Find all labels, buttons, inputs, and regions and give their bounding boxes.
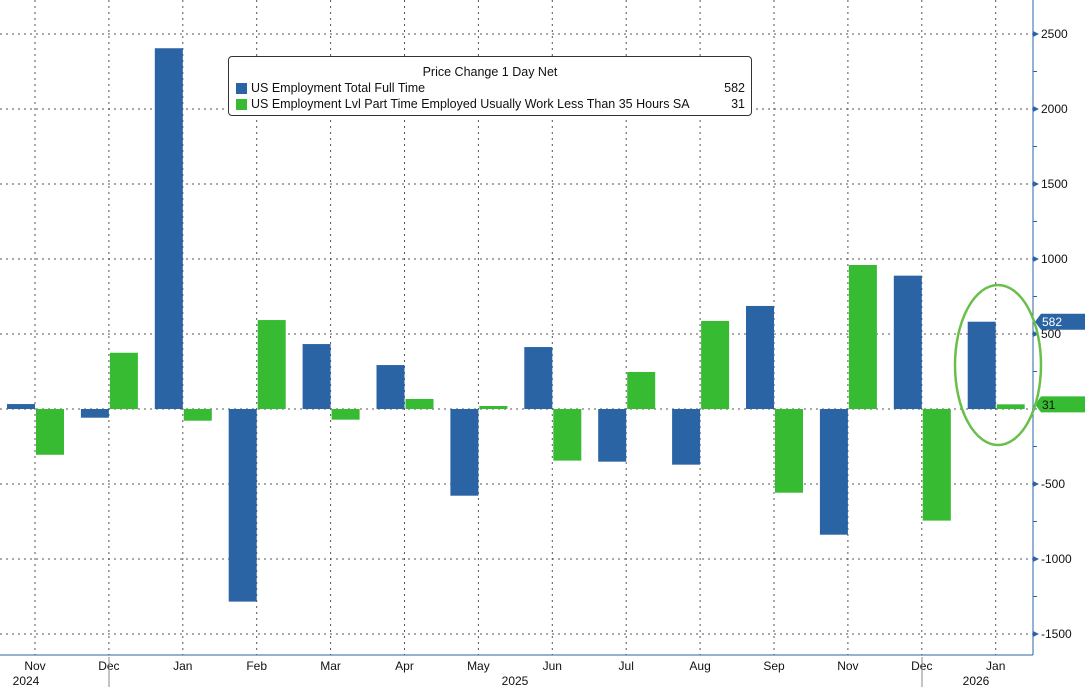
legend-item-part-time: US Employment Lvl Part Time Employed Usu…: [229, 96, 751, 112]
highlight-ellipse: [953, 283, 1043, 447]
x-year-label: 2024: [13, 674, 40, 687]
y-tick-marker: [1033, 31, 1039, 37]
bar-full-time: [967, 321, 996, 409]
y-tick-label: 2500: [1041, 27, 1068, 41]
legend-value: 582: [724, 81, 745, 95]
y-tick-label: -500: [1041, 477, 1065, 491]
last-value-label: 582: [1042, 315, 1062, 329]
bar-full-time: [524, 347, 553, 409]
last-value-tag: [1035, 396, 1085, 413]
x-tick-label: Feb: [246, 659, 267, 673]
x-tick-label: Nov: [837, 659, 858, 673]
legend-label: US Employment Lvl Part Time Employed Usu…: [251, 97, 690, 111]
legend-label: US Employment Total Full Time: [251, 81, 426, 95]
x-tick-label: Jan: [173, 659, 192, 673]
bar-full-time: [7, 404, 35, 409]
x-tick-label: May: [467, 659, 490, 673]
x-tick-label: Mar: [320, 659, 341, 673]
bar-part-time: [183, 409, 212, 421]
bar-part-time: [701, 320, 730, 409]
bar-part-time: [922, 409, 951, 521]
x-tick-label: Jun: [543, 659, 562, 673]
x-tick-label: Jan: [986, 659, 1005, 673]
x-tick-label: Aug: [689, 659, 710, 673]
legend: Price Change 1 Day Net US Employment Tot…: [228, 56, 752, 116]
bar-part-time: [405, 398, 434, 409]
y-tick-label: -1500: [1041, 627, 1072, 641]
bar-part-time: [553, 409, 582, 461]
y-tick-label: 1500: [1041, 177, 1068, 191]
bar-part-time: [627, 371, 656, 409]
y-tick-marker: [1033, 631, 1039, 637]
bar-part-time: [36, 409, 64, 455]
bar-full-time: [746, 305, 774, 409]
y-tick-marker: [1033, 331, 1039, 337]
bar-part-time: [996, 404, 1025, 409]
bar-full-time: [80, 409, 109, 418]
x-tick-label: Jul: [619, 659, 634, 673]
legend-title: Price Change 1 Day Net: [422, 65, 558, 79]
legend-item-full-time: US Employment Total Full Time 582: [229, 80, 751, 96]
bar-part-time: [775, 409, 803, 493]
bar-full-time: [819, 409, 848, 535]
x-tick-label: Nov: [24, 659, 45, 673]
legend-swatch-green: [236, 98, 247, 110]
bar-part-time: [331, 409, 360, 420]
bar-part-time: [479, 406, 508, 409]
bar-full-time: [376, 365, 405, 409]
y-tick-marker: [1033, 481, 1039, 487]
y-tick-label: 2000: [1041, 102, 1068, 116]
last-value-tag: [1035, 313, 1085, 330]
y-tick-marker: [1033, 106, 1039, 112]
y-tick-label: 500: [1041, 327, 1061, 341]
bar-full-time: [672, 409, 701, 465]
y-tick-marker: [1033, 256, 1039, 262]
x-tick-label: Apr: [395, 659, 414, 673]
y-tick-label: 1000: [1041, 252, 1068, 266]
y-tick-label: -1000: [1041, 552, 1072, 566]
legend-value: 31: [731, 97, 745, 111]
x-year-label: 2025: [502, 674, 529, 687]
bar-full-time: [893, 275, 922, 409]
y-tick-marker: [1033, 556, 1039, 562]
bar-full-time: [302, 344, 331, 409]
bar-part-time: [257, 320, 286, 409]
x-year-label: 2026: [963, 674, 990, 687]
bar-full-time: [154, 48, 183, 409]
bar-full-time: [598, 409, 627, 462]
last-value-label: 31: [1042, 398, 1056, 412]
bar-part-time: [848, 265, 877, 409]
bar-full-time: [450, 409, 479, 496]
x-tick-label: Sep: [763, 659, 785, 673]
y-tick-marker: [1033, 181, 1039, 187]
legend-swatch-blue: [236, 82, 247, 94]
bar-full-time: [228, 409, 257, 602]
bar-part-time: [109, 352, 138, 409]
